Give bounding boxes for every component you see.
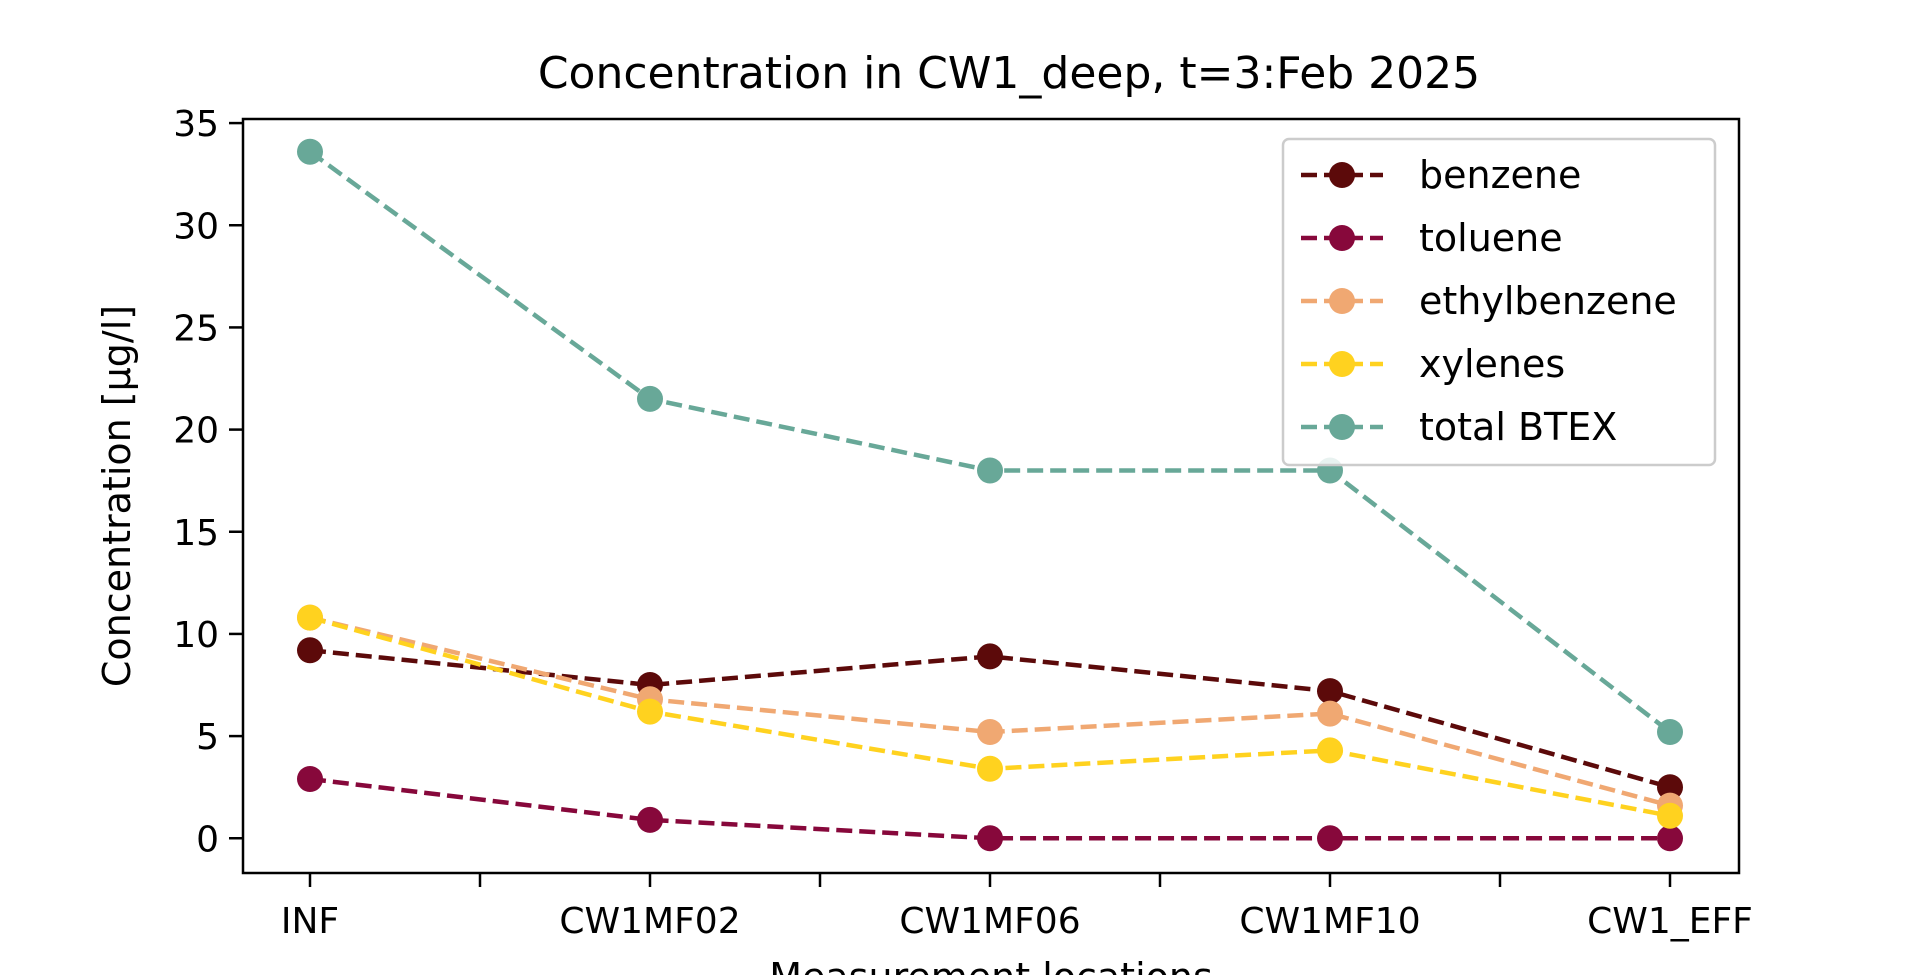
legend-entry: toluene — [1301, 216, 1563, 260]
data-point — [977, 755, 1003, 782]
y-tick-label: 20 — [173, 411, 219, 452]
data-point — [1657, 825, 1683, 852]
data-point — [297, 637, 323, 664]
series-1 — [297, 766, 1683, 852]
legend-swatch-marker — [1329, 414, 1355, 440]
y-tick-label: 10 — [173, 615, 219, 656]
legend-entry: benzene — [1301, 153, 1581, 197]
legend-swatch-marker — [1329, 225, 1355, 251]
data-point — [1317, 678, 1343, 705]
data-point — [297, 766, 323, 792]
y-tick-label: 15 — [173, 513, 219, 554]
legend-label: benzene — [1419, 153, 1581, 197]
y-tick-label: 30 — [173, 206, 219, 247]
series-2 — [297, 604, 1683, 819]
x-tick-label: CW1MF10 — [1239, 901, 1420, 942]
legend-swatch-marker — [1329, 162, 1355, 188]
series-0 — [297, 637, 1683, 801]
data-point — [977, 643, 1003, 670]
x-tick-label: CW1MF06 — [899, 901, 1080, 942]
legend-entry: ethylbenzene — [1301, 279, 1677, 323]
legend: benzene toluene ethylbenzene xylenes total B… — [1281, 137, 1717, 467]
legend-label: total BTEX — [1419, 405, 1617, 449]
data-point — [1657, 719, 1683, 745]
legend-swatch-marker — [1329, 351, 1355, 377]
data-point — [977, 457, 1003, 484]
x-tick-label: CW1MF02 — [559, 901, 740, 942]
x-axis-label: Measurement locations — [769, 955, 1213, 975]
y-axis-label: Concentration [µg/l] — [95, 305, 139, 687]
data-point — [637, 385, 663, 412]
data-point — [297, 604, 323, 631]
legend-swatch-marker — [1329, 288, 1355, 314]
y-tick-label: 5 — [196, 717, 219, 758]
data-point — [1657, 774, 1683, 801]
chart-title: Concentration in CW1_deep, t=3:Feb 2025 — [538, 48, 1480, 99]
data-point — [1317, 700, 1343, 727]
data-point — [1317, 825, 1343, 852]
x-axis: INF CW1MF02 CW1MF06 CW1MF10 CW1_EFF — [281, 873, 1753, 942]
x-tick-label: INF — [281, 901, 339, 942]
series-3 — [297, 604, 1683, 829]
legend-entry: total BTEX — [1301, 405, 1617, 449]
y-tick-label: 25 — [173, 308, 219, 349]
data-point — [297, 138, 323, 165]
legend-label: ethylbenzene — [1419, 279, 1677, 323]
data-point — [1657, 802, 1683, 829]
data-point — [1317, 737, 1343, 764]
y-tick-label: 35 — [173, 104, 219, 145]
legend-entry: xylenes — [1301, 342, 1565, 386]
x-tick-label: CW1_EFF — [1587, 901, 1753, 942]
data-point — [977, 719, 1003, 745]
y-axis: 0 5 10 15 20 25 30 35 — [173, 104, 243, 860]
legend-box — [1281, 137, 1717, 467]
legend-label: toluene — [1419, 216, 1563, 260]
data-point — [977, 825, 1003, 852]
y-tick-label: 0 — [196, 819, 219, 860]
data-point — [637, 698, 663, 725]
series-4 — [297, 138, 1683, 745]
data-point — [637, 806, 663, 833]
legend-label: xylenes — [1419, 342, 1565, 386]
plot-area — [297, 138, 1683, 852]
